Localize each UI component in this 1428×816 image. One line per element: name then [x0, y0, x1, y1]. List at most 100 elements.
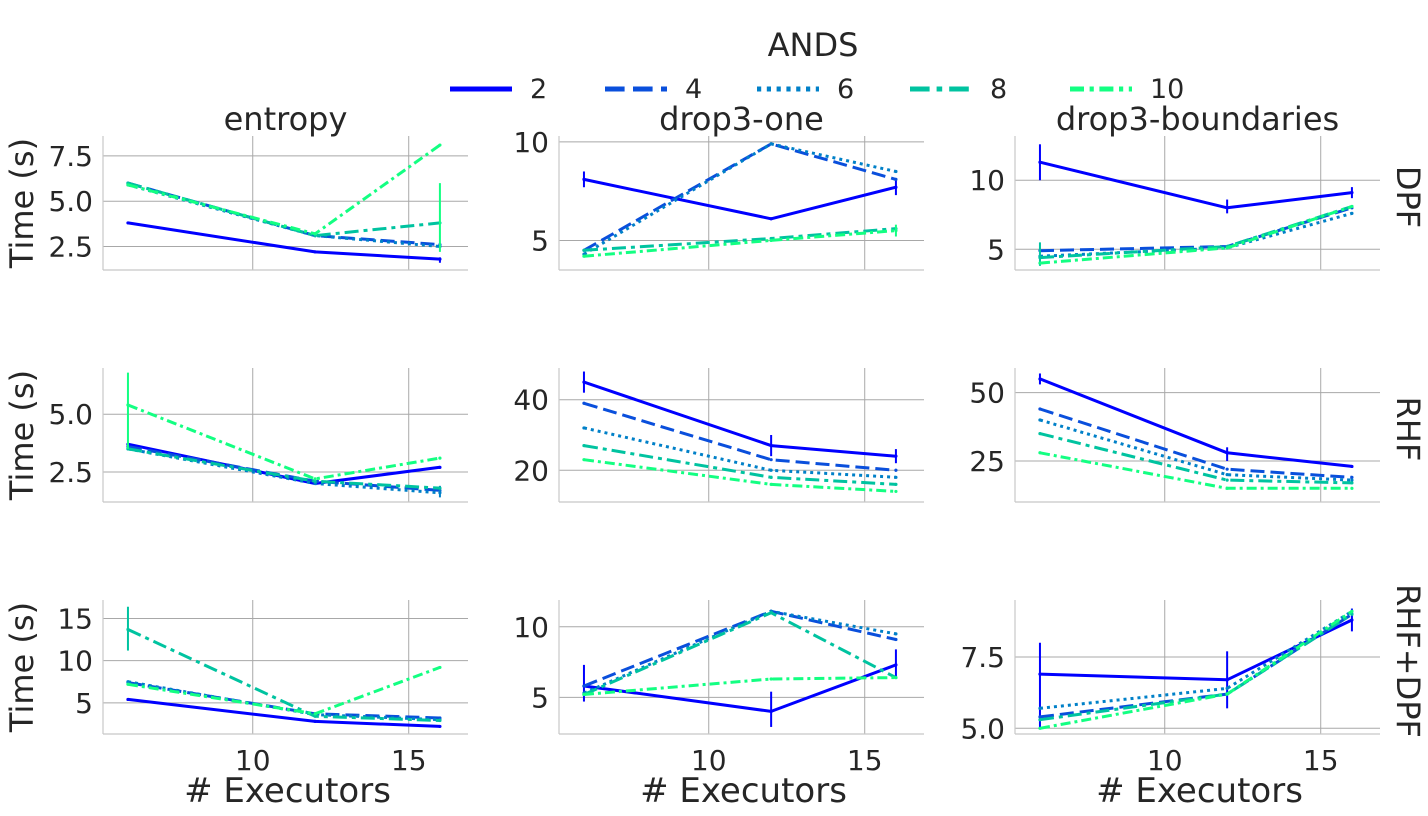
- panel-dpf-drop3-one: 5 10 drop3-one: [513, 100, 924, 271]
- legend-label-6: 6: [837, 74, 854, 105]
- y-tick-label: 10: [57, 645, 93, 678]
- y-axis-label: Time (s): [3, 138, 41, 269]
- series-line-10: [583, 229, 897, 258]
- series-line-8: [1039, 613, 1353, 722]
- legend-label-8: 8: [990, 74, 1007, 105]
- x-axis-label: # Executors: [184, 771, 391, 811]
- series-line-10: [583, 676, 896, 696]
- data-point-8: [1038, 432, 1042, 436]
- data-point-10: [769, 677, 773, 681]
- data-point-10: [313, 477, 317, 481]
- series-line-10: [583, 458, 896, 493]
- data-point-8: [582, 248, 586, 252]
- y-tick-label: 2.5: [48, 456, 93, 489]
- series-line-2: [583, 177, 897, 221]
- data-point-4: [1350, 475, 1354, 479]
- data-point-10: [438, 665, 442, 670]
- legend-label-4: 4: [685, 74, 702, 105]
- panel-rhf-dpf-drop3-one: 5 10 10 15# Executors: [513, 600, 924, 811]
- data-point-2: [126, 221, 130, 225]
- data-point-8: [438, 718, 442, 723]
- data-point-10: [1038, 726, 1042, 730]
- data-point-6: [1038, 706, 1042, 710]
- column-title: drop3-boundaries: [1056, 100, 1339, 138]
- y-tick-label: 50: [969, 377, 1005, 410]
- data-point-10: [126, 183, 130, 187]
- data-point-8: [1225, 478, 1229, 482]
- data-point-10: [438, 456, 442, 460]
- row-title: DPF: [1389, 166, 1427, 228]
- data-point-10: [582, 254, 586, 258]
- y-tick-label: 5.0: [48, 398, 93, 431]
- y-tick-label: 7.5: [960, 641, 1005, 674]
- legend-item-8: 8: [910, 74, 1007, 105]
- series-line-2: [1039, 160, 1353, 210]
- data-point-4: [1038, 715, 1042, 719]
- series-line-4: [1039, 407, 1352, 479]
- y-tick-label: 5.0: [960, 712, 1005, 745]
- data-point-10: [438, 143, 442, 147]
- series-line-8: [127, 628, 440, 722]
- data-point-8: [313, 479, 317, 483]
- data-point-2: [438, 465, 442, 469]
- legend-title: ANDS: [768, 26, 859, 64]
- y-axis-label: Time (s): [3, 602, 41, 733]
- series-line-4: [1039, 613, 1353, 719]
- x-tick-label: 10: [235, 744, 271, 777]
- x-tick-label: 10: [1147, 744, 1183, 777]
- series-line-10: [127, 143, 441, 236]
- data-point-10: [769, 482, 773, 486]
- data-point-6: [582, 426, 586, 430]
- data-point-4: [894, 177, 898, 181]
- data-point-6: [126, 680, 130, 684]
- series-line-6: [1039, 418, 1352, 482]
- y-tick-label: 15: [57, 603, 93, 636]
- panel-rhf-drop3-boundaries: 25 50 RHF: [969, 368, 1427, 503]
- data-point-10: [894, 489, 898, 494]
- panel-rhf-dpf-drop3-boundaries: 5.0 7.5 10 15 RHF+DPF # Executors: [960, 584, 1427, 811]
- series-line-4: [583, 142, 897, 252]
- data-point-4: [582, 401, 586, 405]
- data-point-6: [1038, 418, 1042, 422]
- data-point-6: [1225, 686, 1229, 690]
- panel-dpf-entropy: 2.5 5.0 7.5 entropy Time (s): [3, 100, 468, 271]
- series-line-4: [127, 181, 441, 247]
- data-point-10: [1038, 261, 1042, 265]
- data-point-4: [894, 468, 898, 472]
- data-point-10: [582, 458, 586, 462]
- legend-item-6: 6: [757, 74, 854, 105]
- x-tick-label: 15: [847, 744, 883, 777]
- x-tick-label: 15: [391, 744, 427, 777]
- legend: ANDS 2 4 6 8 10: [450, 26, 1184, 105]
- y-tick-label: 5: [75, 687, 93, 720]
- data-point-6: [1350, 211, 1354, 215]
- y-tick-label: 5: [531, 681, 549, 714]
- data-point-8: [438, 486, 442, 490]
- y-tick-label: 5: [531, 224, 549, 257]
- data-point-6: [769, 142, 773, 146]
- y-tick-label: 40: [513, 384, 549, 417]
- panel-dpf-drop3-boundaries: 5 10 drop3-boundaries DPF: [969, 100, 1427, 271]
- series-line-4: [583, 401, 897, 472]
- data-point-4: [1038, 407, 1042, 411]
- data-point-10: [769, 238, 773, 243]
- data-point-8: [1038, 718, 1042, 722]
- data-point-6: [1350, 478, 1354, 482]
- data-point-10: [1038, 451, 1042, 455]
- series-line-2: [1039, 618, 1353, 682]
- data-point-2: [438, 724, 442, 729]
- data-point-6: [769, 468, 773, 472]
- legend-item-2: 2: [450, 74, 547, 105]
- data-point-4: [894, 637, 898, 642]
- data-point-2: [1350, 464, 1354, 469]
- data-point-6: [894, 632, 898, 636]
- y-tick-label: 7.5: [48, 140, 93, 173]
- series-line-6: [1039, 211, 1353, 258]
- series-line-4: [1039, 206, 1353, 253]
- data-point-2: [126, 697, 130, 702]
- y-tick-label: 10: [513, 611, 549, 644]
- data-point-6: [894, 475, 898, 479]
- series-line-2: [127, 442, 441, 485]
